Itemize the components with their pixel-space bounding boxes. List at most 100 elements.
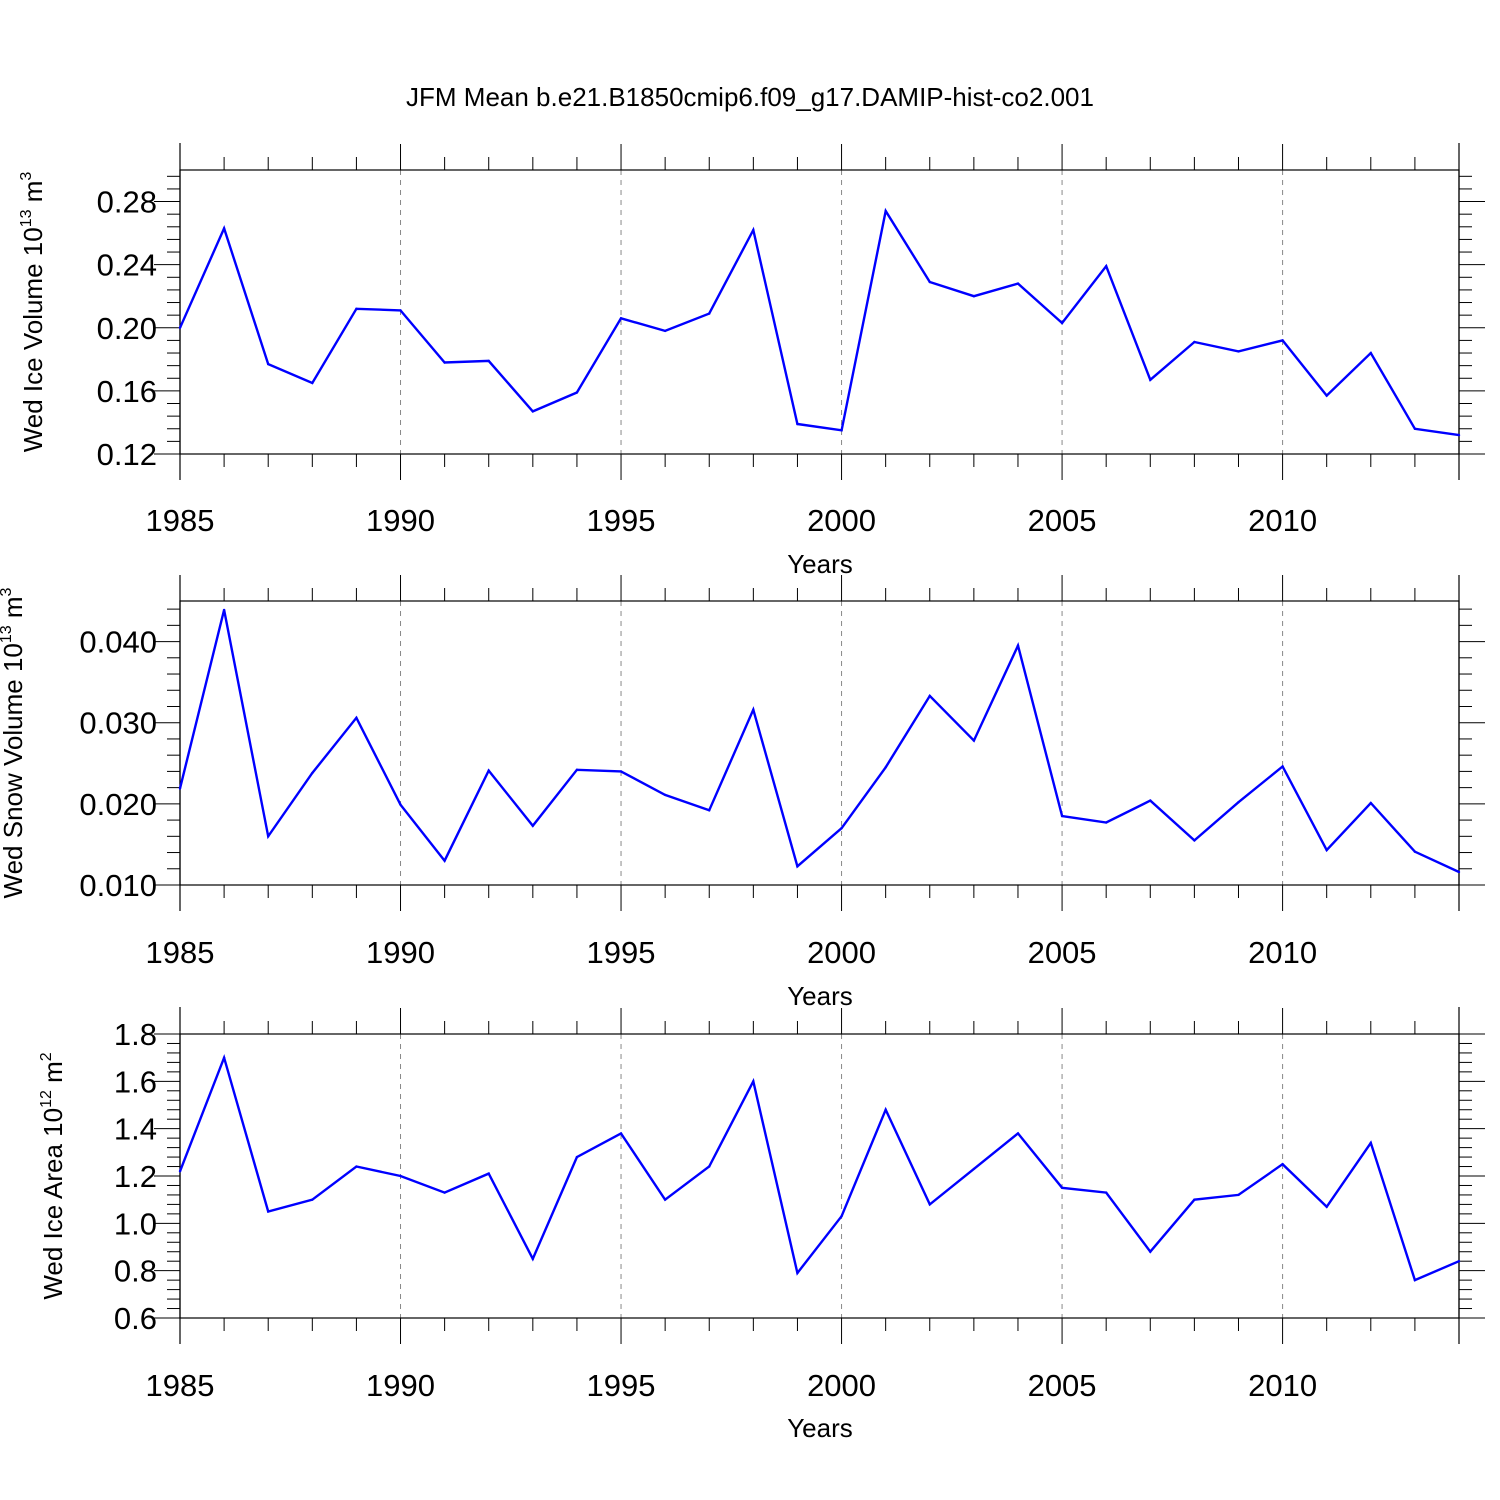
data-point <box>575 768 579 771</box>
data-point <box>840 1215 843 1218</box>
panel-1: 0.12 0.16 0.20 0.24 0.28 1985 1990 1995 2000 2005… <box>18 143 1485 579</box>
data-point <box>267 835 270 838</box>
data-point <box>840 429 843 432</box>
data-point <box>355 307 358 311</box>
y-tick-label: 0.28 <box>97 185 157 220</box>
y-tick-label: 0.6 <box>114 1301 157 1336</box>
y-tick-label: 0.24 <box>97 248 157 283</box>
data-point <box>443 859 446 862</box>
data-point <box>1193 340 1196 344</box>
data-point <box>1413 850 1417 853</box>
x-tick-label: 1990 <box>366 1368 435 1403</box>
x-tick-label: 2005 <box>1028 503 1097 538</box>
data-point <box>619 770 623 773</box>
x-tick-label: 2005 <box>1028 935 1097 970</box>
data-point <box>1060 814 1064 818</box>
y-tick-label: 1.4 <box>114 1112 157 1147</box>
data-point <box>1369 351 1372 355</box>
data-point <box>1457 433 1461 437</box>
data-point <box>311 771 314 775</box>
data-point <box>884 1108 887 1111</box>
data-point <box>1237 801 1240 804</box>
data-point <box>1016 1132 1020 1135</box>
x-tick-label: 1985 <box>146 935 215 970</box>
y-tick-label: 0.010 <box>79 868 157 903</box>
y-tick-label: 1.6 <box>114 1064 157 1099</box>
data-point <box>708 809 711 812</box>
data-point <box>1104 1191 1108 1194</box>
data-point <box>178 1170 182 1173</box>
data-point <box>399 803 402 806</box>
y-axis-title: Wed Snow Volume 1013 m3 <box>0 587 28 898</box>
data-point <box>663 329 667 333</box>
data-point <box>311 381 314 385</box>
y-axis-title: Wed Ice Area 1012 m2 <box>38 1052 68 1299</box>
data-point <box>884 766 887 769</box>
data-point <box>1149 1250 1152 1253</box>
data-point <box>1413 427 1417 430</box>
data-point <box>1149 378 1152 382</box>
data-point <box>355 716 358 720</box>
y-tick-label: 1.2 <box>114 1159 157 1194</box>
plot-frame <box>179 600 1460 886</box>
data-point <box>178 787 182 790</box>
data-point <box>1369 801 1372 805</box>
data-point <box>1281 339 1284 342</box>
data-point <box>796 1271 799 1275</box>
y-tick-label: 1.8 <box>114 1017 157 1052</box>
data-point <box>1104 821 1108 824</box>
data-point <box>1016 644 1020 647</box>
x-tick-label: 1995 <box>587 1368 656 1403</box>
data-point <box>928 694 931 698</box>
data-point <box>575 391 579 394</box>
x-axis-title: Years <box>787 981 853 1011</box>
x-tick-label: 2010 <box>1248 503 1317 538</box>
data-point <box>531 410 535 413</box>
data-point <box>796 422 799 426</box>
data-point <box>443 1191 446 1194</box>
data-point <box>1325 1205 1328 1208</box>
data-point <box>1325 848 1328 852</box>
y-tick-label: 0.16 <box>97 374 157 409</box>
data-point <box>619 317 623 320</box>
data-point <box>355 1165 358 1168</box>
data-point <box>663 1198 667 1201</box>
data-point <box>663 793 667 797</box>
y-axis-title: Wed Ice Volume 1013 m3 <box>18 172 48 453</box>
data-point <box>1369 1141 1372 1145</box>
data-point <box>575 1155 579 1159</box>
data-point <box>399 309 402 312</box>
data-point <box>1237 1193 1240 1197</box>
data-point <box>1104 265 1108 268</box>
data-point <box>884 209 887 213</box>
data-point <box>443 361 446 364</box>
data-point <box>1237 350 1240 353</box>
x-axis-title: Years <box>787 1413 853 1443</box>
y-tick-label: 0.040 <box>79 625 157 660</box>
y-tick-label: 0.12 <box>97 437 157 472</box>
data-point <box>222 608 226 612</box>
y-tick-label: 0.20 <box>97 311 157 346</box>
data-point <box>928 280 931 284</box>
panel-2: 0.010 0.020 0.030 0.040 1985 1990 1995 2000 2005… <box>0 575 1485 1011</box>
data-point <box>1457 870 1461 874</box>
data-point <box>267 1210 270 1213</box>
data-point <box>752 228 755 232</box>
data-point <box>487 1172 490 1175</box>
x-tick-label: 1990 <box>366 503 435 538</box>
y-tick-label: 0.020 <box>79 787 157 822</box>
data-point <box>1016 282 1020 285</box>
data-point <box>1060 321 1064 325</box>
data-point <box>1193 839 1196 842</box>
data-point <box>222 1056 226 1059</box>
data-point <box>1281 765 1284 768</box>
data-point <box>1193 1198 1196 1201</box>
data-point <box>531 824 535 827</box>
data-point <box>1457 1260 1461 1263</box>
data-point <box>487 359 490 363</box>
data-point <box>1060 1186 1064 1190</box>
x-tick-label: 1990 <box>366 935 435 970</box>
data-point <box>1413 1278 1417 1282</box>
x-axis-title: Years <box>787 549 853 579</box>
